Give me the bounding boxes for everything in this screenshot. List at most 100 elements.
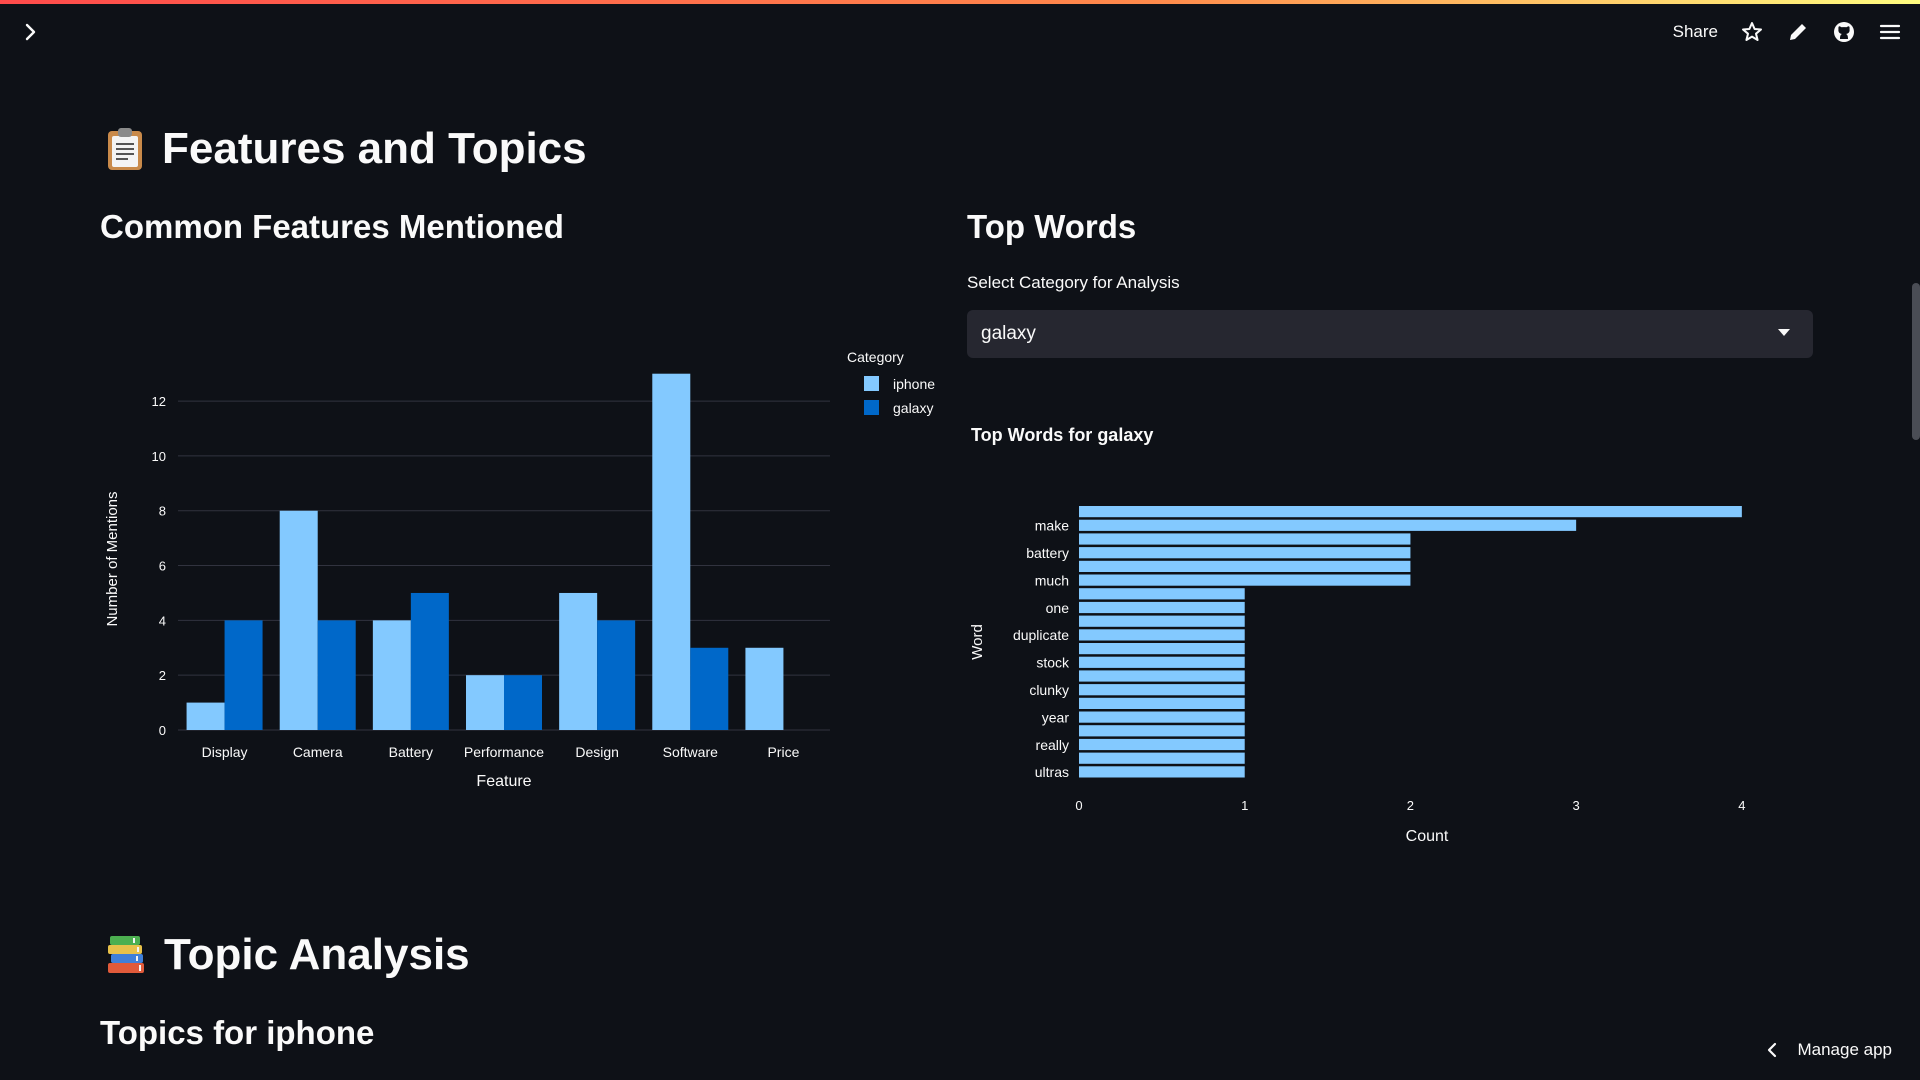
chevron-left-icon bbox=[1768, 1042, 1777, 1058]
x-tick-label: Software bbox=[663, 744, 718, 760]
books-icon bbox=[108, 936, 144, 973]
word-bar bbox=[1079, 738, 1245, 751]
y-tick-label: duplicate bbox=[1013, 627, 1069, 643]
y-tick-label: ultras bbox=[1035, 764, 1069, 780]
word-bar bbox=[1079, 560, 1411, 572]
top-words-bar-chart: Top Words for galaxy make battery much one du… bbox=[969, 425, 1745, 845]
category-select-value: galaxy bbox=[981, 323, 1036, 344]
x-tick-label: 4 bbox=[1738, 798, 1745, 813]
y-tick-label: 8 bbox=[159, 504, 166, 519]
word-bar bbox=[1079, 697, 1245, 709]
word-bar bbox=[1079, 643, 1245, 655]
topic-analysis-title-text: Topic Analysis bbox=[164, 930, 470, 979]
caret-down-icon bbox=[1778, 329, 1790, 336]
legend-swatch-galaxy bbox=[864, 400, 879, 415]
bar-iphone-camera bbox=[279, 510, 318, 730]
bar-iphone-design bbox=[559, 592, 598, 730]
page-title-text: Features and Topics bbox=[162, 124, 587, 173]
y-tick-label: year bbox=[1042, 709, 1070, 725]
bar-galaxy-camera bbox=[317, 620, 356, 730]
bar-galaxy-design bbox=[597, 620, 636, 730]
y-tick-label: 10 bbox=[152, 449, 166, 464]
word-bar bbox=[1079, 670, 1245, 682]
y-axis-label: Word bbox=[969, 624, 986, 660]
x-tick-label: Display bbox=[202, 744, 248, 760]
x-tick-label: 0 bbox=[1075, 798, 1082, 813]
x-tick-label: Battery bbox=[389, 744, 433, 760]
top-words-chart-title: Top Words for galaxy bbox=[971, 425, 1153, 445]
bar-iphone-price bbox=[745, 647, 784, 730]
word-bar bbox=[1079, 601, 1245, 614]
word-bar bbox=[1079, 615, 1245, 627]
bar-galaxy-performance bbox=[504, 675, 542, 730]
y-tick-label: 0 bbox=[159, 723, 166, 738]
bar-galaxy-software bbox=[690, 647, 729, 730]
x-tick-label: Design bbox=[575, 744, 619, 760]
y-tick-label: clunky bbox=[1029, 682, 1069, 698]
word-bar bbox=[1079, 547, 1411, 559]
legend-label-iphone: iphone bbox=[893, 376, 935, 392]
top-words-title: Top Words bbox=[967, 208, 1137, 245]
y-tick-label: 12 bbox=[152, 394, 166, 409]
x-axis-label: Feature bbox=[476, 773, 531, 790]
topic-analysis-title: Topic Analysis bbox=[104, 930, 470, 980]
clipboard-icon bbox=[108, 128, 142, 170]
topics-for-title: Topics for iphone bbox=[100, 1014, 375, 1051]
share-button[interactable]: Share bbox=[1672, 22, 1718, 41]
page-scrollbar[interactable] bbox=[1912, 283, 1920, 440]
y-tick-label: one bbox=[1046, 600, 1070, 616]
x-tick-label: 3 bbox=[1573, 798, 1580, 813]
category-select[interactable]: galaxy bbox=[967, 310, 1813, 358]
y-axis-label: Number of Mentions bbox=[104, 491, 121, 626]
bar-galaxy-battery bbox=[410, 592, 449, 730]
x-tick-label: 1 bbox=[1241, 798, 1248, 813]
y-tick-label: really bbox=[1036, 737, 1069, 753]
common-features-title: Common Features Mentioned bbox=[100, 208, 564, 245]
word-bar bbox=[1079, 519, 1577, 531]
y-tick-label: much bbox=[1035, 572, 1069, 588]
word-bar bbox=[1079, 629, 1245, 641]
word-bar bbox=[1079, 752, 1245, 764]
top-accent-bar bbox=[0, 0, 1920, 4]
word-bar bbox=[1079, 684, 1245, 696]
category-select-label: Select Category for Analysis bbox=[967, 273, 1180, 292]
x-tick-label: Camera bbox=[293, 744, 343, 760]
y-tick-label: make bbox=[1035, 518, 1069, 534]
legend-swatch-iphone bbox=[864, 376, 879, 391]
x-tick-label: 2 bbox=[1407, 798, 1414, 813]
manage-app-label: Manage app bbox=[1797, 1040, 1892, 1059]
pencil-icon[interactable] bbox=[1786, 20, 1810, 44]
bar-iphone-performance bbox=[466, 675, 504, 730]
word-bar bbox=[1079, 725, 1245, 737]
bar-galaxy-display bbox=[224, 620, 263, 730]
y-tick-label: battery bbox=[1026, 545, 1069, 561]
word-bar bbox=[1079, 533, 1411, 545]
bar-iphone-display bbox=[186, 702, 225, 730]
word-bar bbox=[1079, 656, 1245, 668]
manage-app-button[interactable]: Manage app bbox=[1765, 1040, 1892, 1060]
word-bar bbox=[1079, 574, 1411, 586]
x-tick-label: Performance bbox=[464, 744, 544, 760]
page-title: Features and Topics bbox=[102, 124, 587, 174]
chevron-right-icon[interactable] bbox=[18, 20, 42, 44]
star-icon[interactable] bbox=[1740, 20, 1764, 44]
app-header: Share bbox=[0, 4, 1920, 60]
y-tick-label: 2 bbox=[159, 668, 166, 683]
word-bar bbox=[1079, 506, 1742, 518]
y-tick-label: 4 bbox=[159, 613, 166, 628]
bar-iphone-battery bbox=[372, 620, 411, 730]
menu-icon[interactable] bbox=[1878, 20, 1902, 44]
y-tick-label: 6 bbox=[159, 559, 166, 574]
github-icon[interactable] bbox=[1832, 20, 1856, 44]
word-bar bbox=[1079, 766, 1245, 778]
x-axis-label: Count bbox=[1406, 828, 1449, 845]
legend-title: Category bbox=[847, 349, 904, 365]
features-bar-chart: 0 2 4 6 8 10 12 Display Camera Battery Performance… bbox=[104, 349, 935, 790]
y-tick-label: stock bbox=[1036, 655, 1070, 671]
legend-label-galaxy: galaxy bbox=[893, 400, 933, 416]
x-tick-label: Price bbox=[767, 744, 799, 760]
word-bar bbox=[1079, 711, 1245, 723]
bar-iphone-software bbox=[652, 373, 691, 730]
header-toolbar: Share bbox=[1673, 14, 1902, 50]
word-bar bbox=[1079, 588, 1245, 600]
